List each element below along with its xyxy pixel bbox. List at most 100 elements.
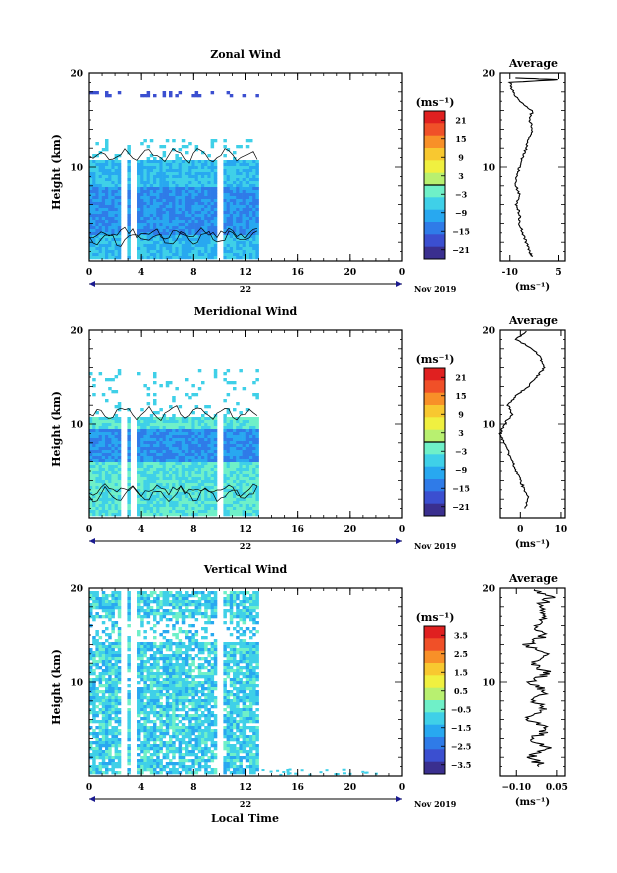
heatmap-cell (92, 597, 96, 601)
heatmap-cell (149, 193, 154, 197)
heatmap-cell (204, 411, 208, 415)
heatmap-cell (178, 603, 183, 607)
heatmap-cell (156, 759, 160, 763)
heatmap-cell (233, 471, 237, 475)
heatmap-cell (162, 657, 167, 661)
heatmap-cell (137, 495, 141, 499)
heatmap-cell (213, 196, 218, 200)
heatmap-cell (245, 172, 250, 176)
heatmap-cell (114, 645, 119, 649)
heatmap-cell (242, 256, 247, 260)
heatmap-cell (210, 175, 215, 179)
heatmap-cell (197, 423, 202, 427)
heatmap-cell (111, 486, 115, 490)
heatmap-cell (105, 139, 109, 143)
heatmap-cell (108, 471, 112, 475)
heatmap-cell (172, 693, 176, 697)
heatmap-cell (201, 483, 205, 487)
heatmap-cell (127, 501, 131, 505)
heatmap-cell (181, 693, 186, 697)
heatmap-cell (149, 480, 154, 484)
heatmap-cell (140, 229, 144, 233)
heatmap-cell (117, 166, 122, 170)
heatmap-cell (245, 471, 250, 475)
heatmap-cell (156, 756, 160, 760)
heatmap-cell (89, 181, 93, 185)
heatmap-cell (146, 456, 151, 460)
heatmap-cell (127, 495, 131, 499)
heatmap-cell (165, 429, 170, 433)
heatmap-cell (127, 726, 131, 730)
heatmap-cell (181, 468, 186, 472)
heatmap-cell (146, 387, 151, 391)
heatmap-cell (252, 447, 256, 451)
heatmap-cell (146, 217, 151, 221)
heatmap-cell (175, 693, 179, 697)
heatmap-cell (98, 603, 103, 607)
heatmap-cell (213, 241, 218, 245)
heatmap-cell (89, 196, 93, 200)
heatmap-cell (162, 753, 167, 757)
heatmap-cell (204, 471, 208, 475)
heatmap-cell (114, 202, 119, 206)
heatmap-cell (169, 229, 173, 233)
heatmap-cell (165, 750, 170, 754)
heatmap-cell (98, 217, 103, 221)
heatmap-cell (207, 184, 211, 188)
heatmap-cell (229, 160, 234, 164)
heatmap-cell (236, 450, 240, 454)
heatmap-cell (89, 241, 93, 245)
heatmap-cell (159, 486, 163, 490)
heatmap-cell (95, 190, 99, 194)
heatmap-cell (245, 504, 250, 508)
heatmap-cell (175, 762, 179, 766)
heatmap-cell (153, 247, 157, 251)
heatmap-cell (159, 732, 163, 736)
heatmap-cell (194, 247, 199, 251)
heatmap-cell (165, 438, 170, 442)
heatmap-cell (159, 723, 163, 727)
heatmap-cell (255, 462, 259, 466)
heatmap-cell (140, 450, 144, 454)
heatmap-cell (153, 205, 157, 209)
heatmap-cell (252, 393, 256, 397)
heatmap-cell (169, 166, 173, 170)
heatmap-cell (223, 372, 227, 376)
heatmap-cell (236, 438, 240, 442)
heatmap-cell (156, 199, 160, 203)
heatmap-cell (127, 714, 131, 718)
heatmap-cell (153, 474, 157, 478)
heatmap-cell (236, 247, 240, 251)
heatmap-cell (255, 250, 259, 254)
heatmap-cell (92, 663, 96, 667)
heatmap-cell (101, 202, 106, 206)
heatmap-cell (172, 480, 176, 484)
heatmap-cell (178, 639, 183, 643)
heatmap-cell (233, 477, 237, 481)
heatmap-cell (137, 193, 141, 197)
heatmap-cell (149, 696, 154, 700)
heatmap-cell (204, 217, 208, 221)
heatmap-cell (242, 241, 247, 245)
heatmap-cell (111, 663, 115, 667)
colorbar-swatch (424, 466, 445, 480)
heatmap-cell (89, 708, 93, 712)
heatmap-cell (162, 729, 167, 733)
heatmap-cell (213, 187, 218, 191)
heatmap-cell (140, 591, 144, 595)
heatmap-cell (162, 711, 167, 715)
heatmap-cell (111, 690, 115, 694)
heatmap-cell (252, 507, 256, 511)
heatmap-cell (156, 726, 160, 730)
heatmap-cell (137, 423, 141, 427)
heatmap-cell (162, 193, 167, 197)
heatmap-cell (239, 211, 243, 215)
heatmap-cell (159, 423, 163, 427)
heatmap-cell (162, 205, 167, 209)
heatmap-cell (105, 645, 109, 649)
heatmap-cell (140, 483, 144, 487)
heatmap-cell (223, 483, 227, 487)
heatmap-cell (175, 735, 179, 739)
heatmap-cell (181, 612, 186, 616)
heatmap-cell (159, 229, 163, 233)
